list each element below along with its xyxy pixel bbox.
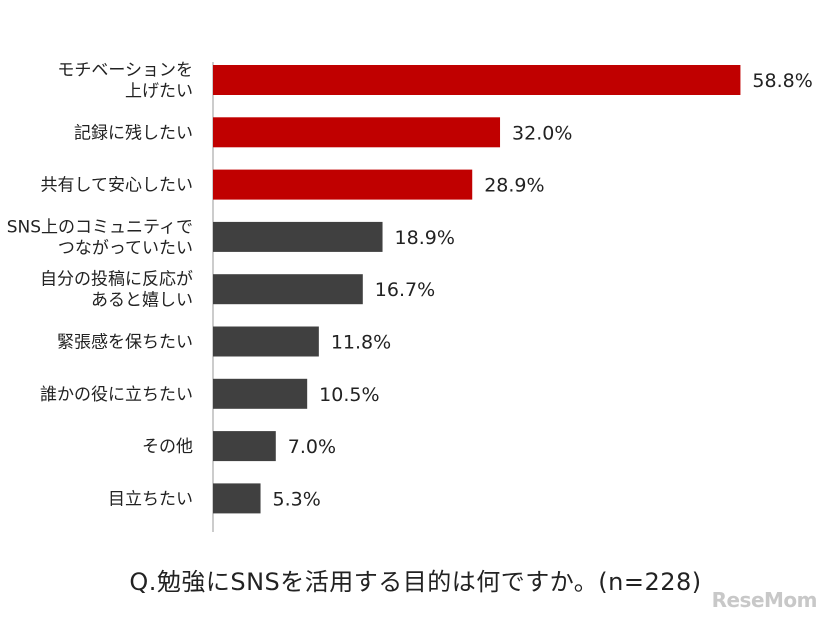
value-label-7: 7.0% — [288, 436, 336, 458]
bar-3 — [213, 221, 383, 252]
category-label-5-0: 緊張感を保ちたい — [57, 333, 193, 353]
value-label-3: 18.9% — [395, 227, 455, 249]
value-label-5: 11.8% — [331, 332, 391, 354]
category-label-0-0: モチベーションを — [57, 61, 193, 81]
category-label-3-0: SNS上のコミュニティで — [7, 217, 193, 237]
value-label-0: 58.8% — [752, 70, 812, 92]
category-label-2-0: 共有して安心したい — [41, 176, 194, 196]
bar-8 — [213, 483, 261, 514]
category-label-8-0: 目立ちたい — [108, 489, 193, 509]
value-label-2: 28.9% — [484, 175, 544, 197]
category-label-1-0: 記録に残したい — [74, 123, 193, 143]
value-label-4: 16.7% — [375, 279, 435, 301]
value-labels: 58.8% 32.0% 28.9% 18.9% 16.7% 11.8% 10.5% 7.0% 5… — [273, 70, 813, 510]
category-label-4-1: あると嬉しい — [91, 291, 193, 311]
category-label-3-1: つながっていたい — [58, 238, 193, 258]
bar-6 — [213, 378, 308, 409]
bars — [213, 65, 741, 514]
bar-5 — [213, 326, 319, 357]
bar-4 — [213, 274, 363, 305]
bar-2 — [213, 169, 473, 200]
category-label-7-0: その他 — [142, 437, 193, 457]
chart-caption: Q.勉強にSNSを活用する目的は何ですか。(n=228) — [129, 568, 702, 596]
bar-1 — [213, 117, 501, 148]
value-label-8: 5.3% — [273, 488, 321, 510]
resemom-logo: ReseMom — [711, 588, 818, 612]
category-label-6-0: 誰かの役に立ちたい — [40, 385, 193, 405]
bar-0 — [213, 65, 741, 95]
bar-7 — [213, 431, 276, 462]
category-label-4-0: 自分の投稿に反応が — [40, 270, 193, 290]
value-label-1: 32.0% — [512, 122, 572, 144]
value-label-6: 10.5% — [319, 384, 379, 406]
category-label-0-1: 上げたい — [125, 82, 193, 102]
